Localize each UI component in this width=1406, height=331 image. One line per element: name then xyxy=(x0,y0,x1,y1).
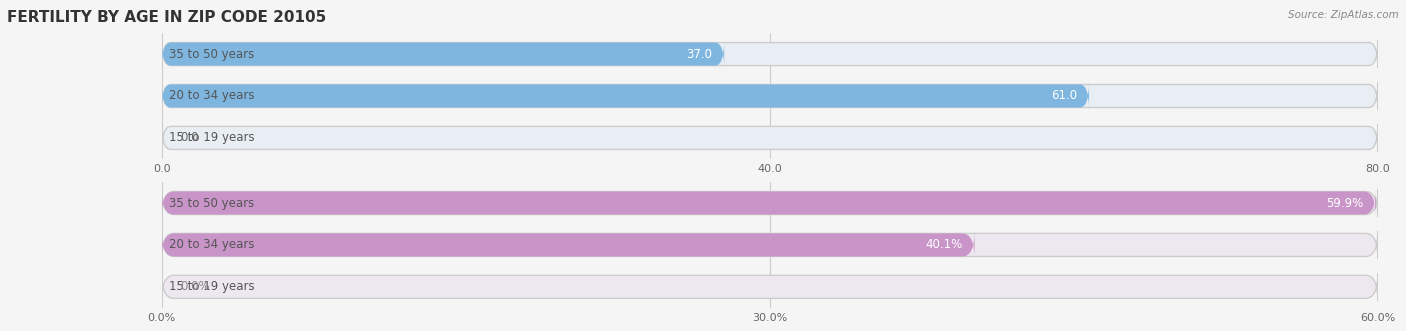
Text: 59.9%: 59.9% xyxy=(1326,197,1364,210)
Text: FERTILITY BY AGE IN ZIP CODE 20105: FERTILITY BY AGE IN ZIP CODE 20105 xyxy=(7,10,326,25)
Text: Source: ZipAtlas.com: Source: ZipAtlas.com xyxy=(1288,10,1399,20)
FancyBboxPatch shape xyxy=(162,82,1378,110)
Text: 20 to 34 years: 20 to 34 years xyxy=(169,238,254,252)
FancyBboxPatch shape xyxy=(162,231,974,259)
FancyBboxPatch shape xyxy=(162,273,1378,301)
Text: 37.0: 37.0 xyxy=(686,48,711,61)
Text: 35 to 50 years: 35 to 50 years xyxy=(169,197,254,210)
FancyBboxPatch shape xyxy=(162,82,1090,110)
Text: 20 to 34 years: 20 to 34 years xyxy=(169,89,254,103)
Text: 35 to 50 years: 35 to 50 years xyxy=(169,48,254,61)
FancyBboxPatch shape xyxy=(162,40,724,68)
FancyBboxPatch shape xyxy=(162,40,1378,68)
Text: 15 to 19 years: 15 to 19 years xyxy=(169,280,254,293)
FancyBboxPatch shape xyxy=(162,189,1378,216)
Text: 0.0: 0.0 xyxy=(180,131,198,144)
Text: 61.0: 61.0 xyxy=(1050,89,1077,103)
Text: 0.0%: 0.0% xyxy=(180,280,209,293)
FancyBboxPatch shape xyxy=(162,231,1378,259)
Text: 15 to 19 years: 15 to 19 years xyxy=(169,131,254,144)
FancyBboxPatch shape xyxy=(162,124,1378,152)
Text: 40.1%: 40.1% xyxy=(925,238,962,252)
FancyBboxPatch shape xyxy=(162,189,1376,216)
